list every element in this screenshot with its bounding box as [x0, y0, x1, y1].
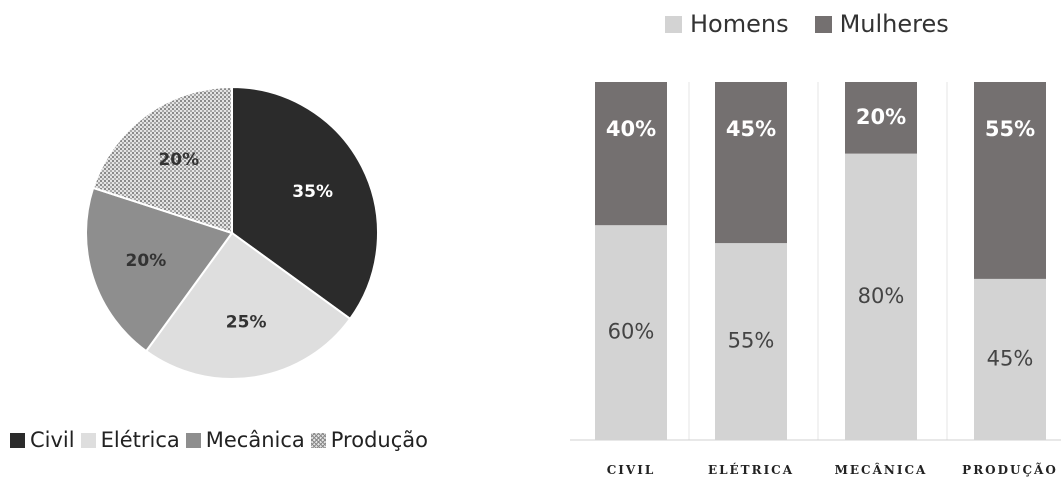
legend-label-eletrica: Elétrica	[100, 428, 180, 452]
x-tick-label-mecanica: MECÂNICA	[835, 462, 928, 477]
pie-slice-eletrica	[144, 231, 352, 380]
bar-producao-homens	[974, 278, 1046, 440]
x-tick-label-producao: PRODUÇÃO	[962, 462, 1058, 477]
legend-item-mulheres: Mulheres	[814, 10, 949, 38]
pie-slice-civil	[231, 85, 379, 321]
legend-item-civil: Civil	[10, 428, 75, 452]
legend-label-producao: Produção	[330, 428, 428, 452]
pie-label-mecanica: 20%	[126, 251, 167, 271]
bar-label-producao-homens: 45%	[987, 346, 1034, 370]
bar-eletrica-mulheres	[715, 82, 787, 244]
bar-legend: Homens Mulheres	[665, 10, 975, 38]
bar-mecanica-mulheres	[845, 82, 917, 154]
bar-label-civil-mulheres: 40%	[606, 117, 656, 141]
bar-label-civil-homens: 60%	[608, 320, 655, 344]
legend-label-civil: Civil	[30, 428, 75, 452]
bar-mecanica-homens	[845, 153, 917, 440]
pie-label-eletrica: 25%	[226, 312, 267, 332]
bar-label-eletrica-mulheres: 45%	[726, 117, 776, 141]
pie-label-civil: 35%	[292, 182, 333, 202]
pie-label-producao: 20%	[158, 150, 199, 170]
legend-swatch-civil	[10, 432, 25, 448]
legend-label-mulheres: Mulheres	[839, 10, 949, 38]
bar-label-mecanica-homens: 80%	[858, 284, 905, 308]
pie-slice-mecanica	[85, 186, 234, 353]
legend-item-eletrica: Elétrica	[80, 428, 180, 452]
bar-eletrica-homens	[715, 243, 787, 440]
x-tick-label-eletrica: ELÉTRICA	[708, 462, 794, 477]
pie-chart: 35% 25% 20% 20%	[85, 85, 379, 380]
legend-label-mecanica: Mecânica	[205, 428, 305, 452]
legend-swatch-homens	[665, 15, 682, 33]
bar-label-producao-mulheres: 55%	[985, 117, 1035, 141]
bar-label-eletrica-homens: 55%	[728, 329, 775, 353]
bar-producao-mulheres	[974, 82, 1046, 279]
legend-label-homens: Homens	[690, 10, 789, 38]
pie-legend: Civil Elétrica Mecânica Produção	[10, 428, 434, 452]
legend-item-producao: Produção	[310, 428, 428, 452]
legend-item-mecanica: Mecânica	[185, 428, 305, 452]
legend-swatch-mulheres	[814, 15, 832, 33]
stacked-bar-chart: 60% 40% CIVIL 55% 45% ELÉTRICA 80% 20% MECÂNICA 4…	[570, 82, 1061, 477]
legend-swatch-producao	[310, 432, 326, 448]
bar-civil-mulheres	[595, 82, 667, 226]
pie-slice-producao	[91, 85, 233, 235]
bar-civil-homens	[595, 225, 667, 440]
legend-swatch-eletrica	[80, 432, 96, 448]
legend-item-homens: Homens	[665, 10, 789, 38]
legend-swatch-mecanica	[185, 432, 201, 448]
bar-label-mecanica-mulheres: 20%	[856, 105, 906, 129]
x-tick-label-civil: CIVIL	[607, 463, 656, 477]
